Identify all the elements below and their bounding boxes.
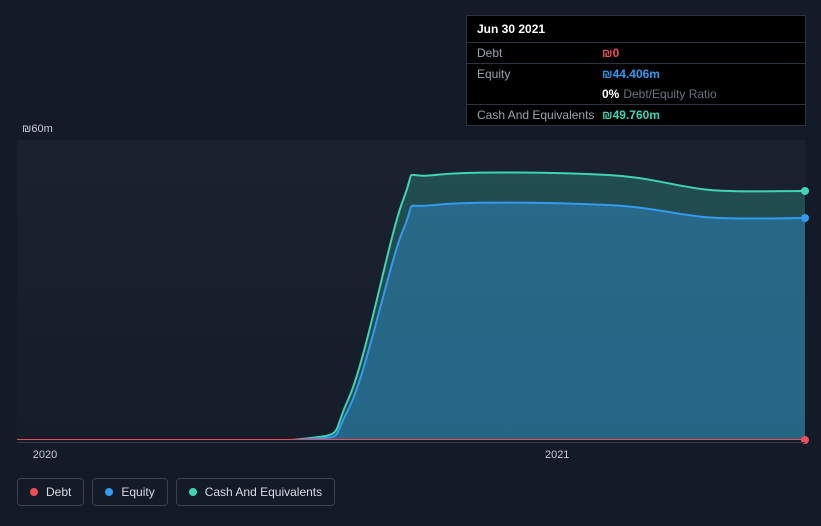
- yaxis-label-max: ₪60m: [22, 123, 53, 135]
- tooltip-label: Debt: [477, 46, 602, 60]
- tooltip-row-debt: Debt ₪0: [467, 42, 805, 63]
- legend-dot-icon: [105, 488, 113, 496]
- legend-item-equity[interactable]: Equity: [92, 478, 167, 506]
- legend-label: Cash And Equivalents: [205, 485, 322, 499]
- xaxis: 2020 2021: [17, 442, 805, 462]
- xaxis-tick: 2021: [545, 449, 569, 461]
- tooltip-value-debt: ₪0: [602, 46, 619, 60]
- tooltip-label: Equity: [477, 67, 602, 81]
- tooltip-value-equity: ₪44.406m: [602, 67, 660, 81]
- tooltip-box: Jun 30 2021 Debt ₪0 Equity ₪44.406m 0% D…: [466, 15, 806, 126]
- tooltip-row-equity: Equity ₪44.406m: [467, 63, 805, 84]
- xaxis-tick: 2020: [33, 449, 57, 461]
- legend-dot-icon: [189, 488, 197, 496]
- tooltip-label-empty: [477, 87, 602, 101]
- chart-area[interactable]: [17, 140, 805, 440]
- tooltip-ratio-pct: 0%: [602, 87, 619, 101]
- tooltip-label: Cash And Equivalents: [477, 108, 602, 122]
- legend-label: Equity: [121, 485, 154, 499]
- legend-label: Debt: [46, 485, 71, 499]
- tooltip-value-cash: ₪49.760m: [602, 108, 660, 122]
- series-endpoint-icon: [801, 187, 809, 195]
- series-endpoint-icon: [801, 214, 809, 222]
- legend: Debt Equity Cash And Equivalents: [17, 478, 335, 506]
- tooltip-row-ratio: 0% Debt/Equity Ratio: [467, 84, 805, 104]
- legend-dot-icon: [30, 488, 38, 496]
- legend-item-cash[interactable]: Cash And Equivalents: [176, 478, 335, 506]
- tooltip-ratio-label: Debt/Equity Ratio: [623, 87, 716, 101]
- tooltip-date: Jun 30 2021: [467, 16, 805, 42]
- tooltip-row-cash: Cash And Equivalents ₪49.760m: [467, 104, 805, 125]
- legend-item-debt[interactable]: Debt: [17, 478, 84, 506]
- chart-svg: [17, 140, 805, 440]
